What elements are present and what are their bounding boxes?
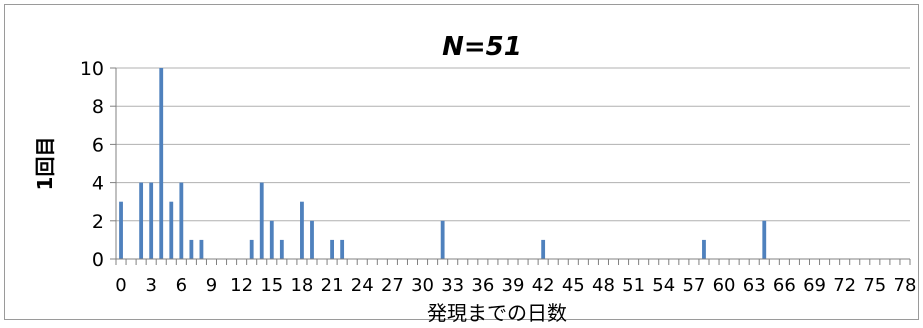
y-tick-label: 2 [92, 211, 104, 233]
x-tick-label: 33 [441, 275, 464, 296]
y-tick-label: 8 [92, 96, 104, 118]
x-tick-label: 6 [176, 275, 187, 296]
x-tick-label: 39 [502, 275, 525, 296]
x-tick-label: 12 [230, 275, 253, 296]
bar [300, 201, 304, 259]
bar [310, 220, 314, 259]
x-tick-label: 27 [381, 275, 404, 296]
x-tick-label: 57 [682, 275, 705, 296]
bar [149, 182, 154, 259]
x-tick-label: 3 [145, 275, 156, 296]
bars [119, 68, 767, 259]
y-axis-label: 1回目 [33, 137, 57, 191]
x-tick-label: 15 [260, 275, 283, 296]
x-tick-label: 51 [622, 275, 645, 296]
x-tick-label: 60 [713, 275, 736, 296]
bar [762, 220, 767, 259]
x-tick-label: 72 [833, 275, 856, 296]
bar [259, 182, 264, 259]
x-tick-label: 63 [743, 275, 766, 296]
bar [179, 182, 184, 259]
x-tick-label: 18 [290, 275, 313, 296]
gridlines [116, 67, 910, 222]
x-tick-label: 66 [773, 275, 796, 296]
x-tick-label: 48 [592, 275, 615, 296]
bar [702, 239, 706, 259]
x-tick-label: 36 [471, 275, 494, 296]
bar [199, 239, 204, 259]
x-tick-label: 42 [532, 275, 555, 296]
x-tick-label: 24 [351, 275, 374, 296]
x-axis-label: 発現までの日数 [427, 301, 567, 324]
y-tick-label: 4 [92, 173, 104, 195]
x-tick-label: 30 [411, 275, 434, 296]
axes [110, 67, 911, 265]
x-tick-label: 45 [562, 275, 585, 296]
y-tick-label: 0 [92, 249, 104, 271]
x-tick-label: 69 [803, 275, 826, 296]
y-tick-labels: 0 2 4 6 8 10 [80, 58, 104, 271]
bar [169, 201, 174, 259]
x-tick-label: 75 [863, 275, 886, 296]
x-tick-label: 78 [894, 275, 917, 296]
bar [330, 239, 334, 259]
bar [189, 239, 194, 259]
chart-title: N=51 [442, 32, 522, 62]
y-tick-label: 6 [92, 134, 104, 156]
x-tick-label: 21 [321, 275, 344, 296]
bar [440, 220, 445, 259]
x-tick-label: 54 [652, 275, 675, 296]
bar [269, 220, 274, 259]
bar [279, 239, 284, 259]
chart-border [4, 4, 919, 320]
x-tick-label: 9 [206, 275, 217, 296]
bar [249, 239, 254, 259]
x-tick-label: 0 [115, 275, 126, 296]
bar [541, 239, 546, 259]
bar [340, 239, 345, 259]
bar [119, 201, 123, 259]
bar [139, 182, 144, 259]
bar [159, 68, 164, 259]
x-tick-labels: 0 3 6 9 12 15 18 21 24 27 30 33 36 39 42 45 48 51 54 57 60 63… [115, 275, 916, 296]
y-tick-label: 10 [80, 58, 104, 80]
